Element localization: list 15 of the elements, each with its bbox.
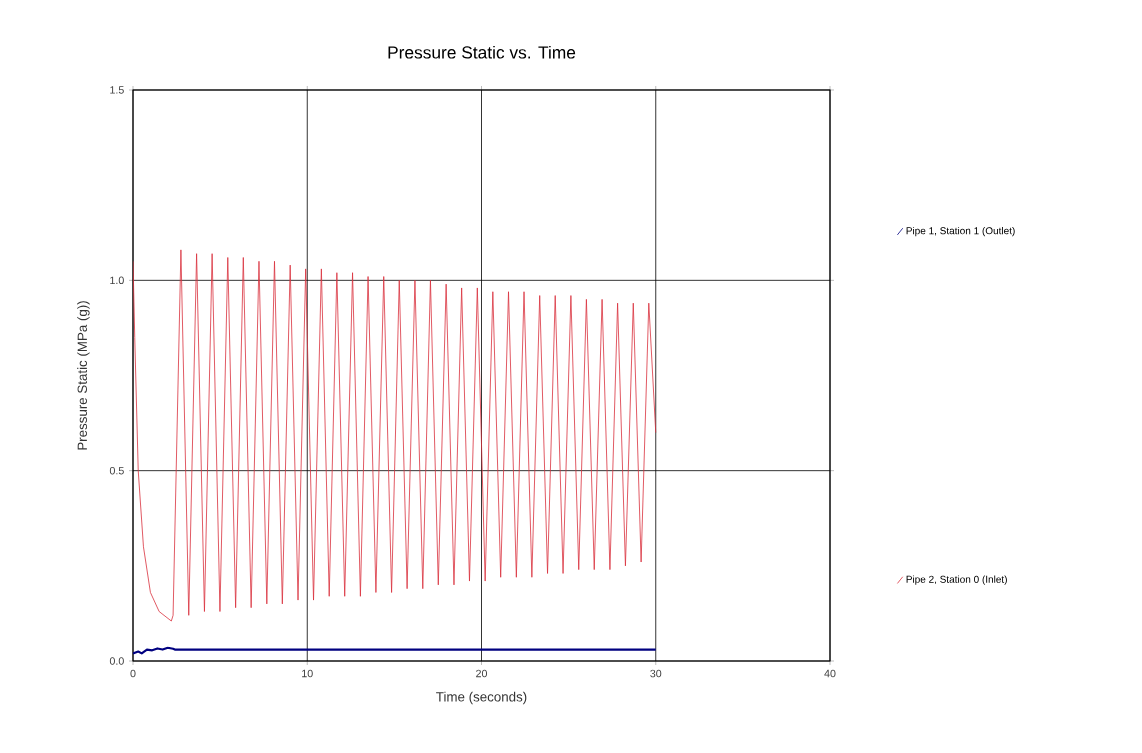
x-tick-label: 20 <box>476 669 488 678</box>
x-tick-label: 10 <box>302 669 313 678</box>
y-tick-label: 0.0 <box>109 657 124 665</box>
chart-title: Pressure Static vs. Time <box>388 45 576 59</box>
x-axis-title: Time (seconds) <box>436 691 527 705</box>
x-tick-label: 40 <box>824 669 836 678</box>
y-axis-title: Pressure Static (MPa (g)) <box>77 301 90 450</box>
legend-label: Pipe 1, Station 1 (Outlet) <box>906 226 1015 237</box>
y-tick-label: 1.0 <box>110 276 124 285</box>
x-tick-label: 0 <box>130 669 136 678</box>
legend-label: Pipe 2, Station 0 (Inlet) <box>906 575 1007 585</box>
y-tick-label: 0.5 <box>109 466 124 475</box>
y-tick-label: 1.5 <box>110 86 124 94</box>
line-series <box>133 249 657 622</box>
x-tick-label: 30 <box>650 669 662 678</box>
